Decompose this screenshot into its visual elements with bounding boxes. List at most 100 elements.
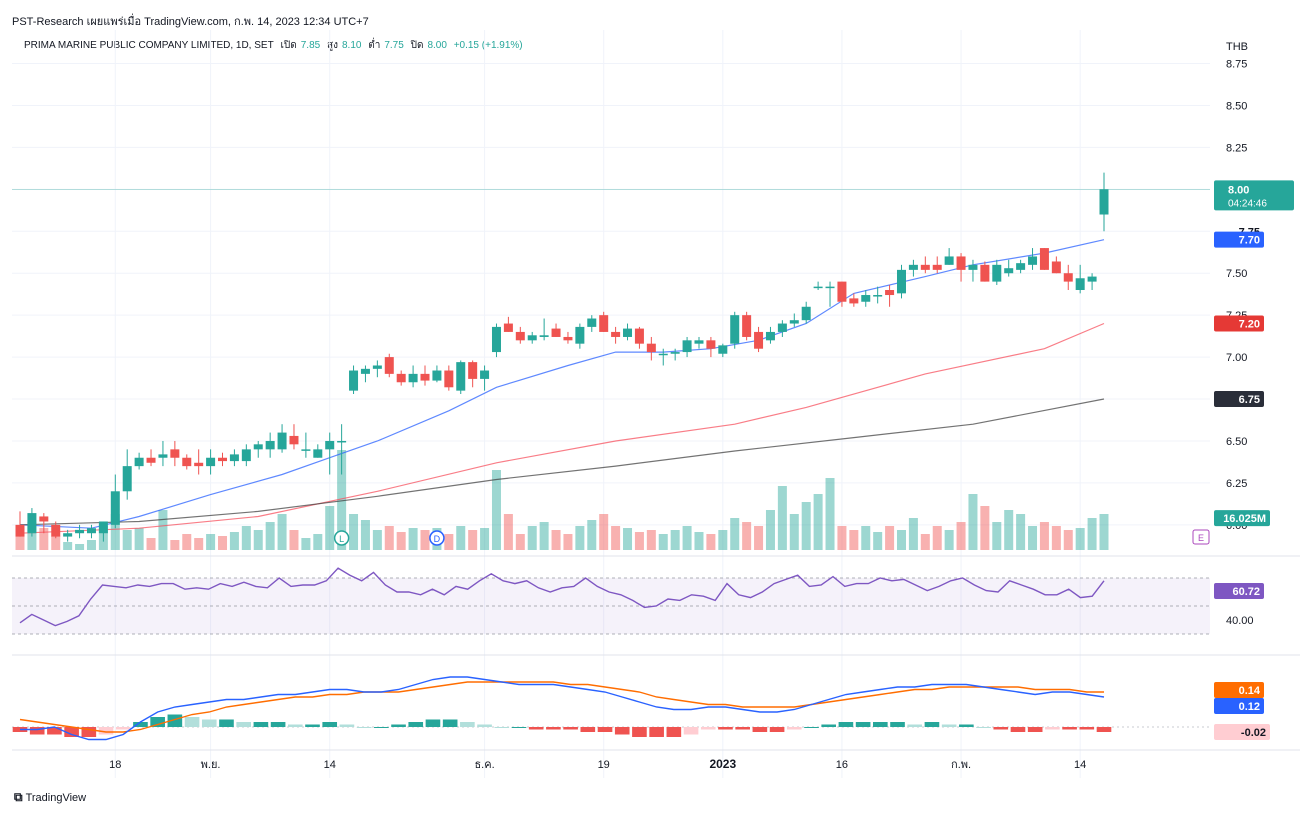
time-tick-label: 19 [598,759,610,771]
volume-bar [420,530,430,550]
candle-body [956,256,966,270]
macd-histogram-bar [993,727,1009,730]
candle [539,318,549,341]
candle [1099,172,1109,232]
volume-bar [241,526,251,550]
brand-footer[interactable]: ⧉ TradingView [14,790,86,805]
candle [75,524,85,539]
candle-body [337,440,347,443]
macd-histogram-bar [408,722,424,727]
macd-histogram-bar [1027,727,1043,732]
macd-histogram-bar [460,722,475,727]
candle [229,449,239,467]
macd-badge-text: 0.12 [1239,701,1260,713]
ma-red-badge-bg [1214,315,1264,332]
volume-bar [944,530,954,550]
time-tick-label: ก.พ. [951,759,971,771]
volume-bar [1087,518,1097,550]
ma-black-badge-bg [1214,391,1264,408]
macd-histogram-badge-bg [1214,724,1270,740]
candle-body [1087,276,1097,282]
close-label: ปิด [410,40,424,51]
macd-histogram-bar [98,727,114,735]
volume-bar [1016,514,1026,550]
candle-body [75,529,85,534]
macd-histogram-bar [81,727,97,737]
candle [384,353,394,378]
high-label: สูง [326,40,338,51]
candle [1087,273,1097,290]
candle [15,511,25,537]
candle-body [813,286,823,289]
volume-bar [599,514,609,550]
candle-body [932,264,942,270]
candle-body [539,335,549,337]
candle-body [218,457,228,462]
macd-histogram-bar [924,722,940,727]
volume-bar [134,528,144,550]
volume-bar [182,534,192,550]
open-label: เปิด [280,40,297,51]
macd-histogram-bar [253,722,269,727]
candle-body [86,528,96,534]
volume-bar [15,534,25,550]
volume-bar [849,530,859,550]
ma-red-badge: 7.20 [1214,315,1264,332]
volume-bar [63,542,73,550]
candle-body [63,533,73,537]
event-marker-label: D [434,534,441,544]
time-tick-label: 16 [836,759,848,771]
volume-bar [75,544,85,550]
macd-histogram-bar [1096,727,1112,732]
candle-body [765,331,775,341]
candle [349,365,359,394]
candle-body [980,264,990,282]
high-value: 8.10 [341,40,362,51]
candle [682,336,692,358]
volume-bar [301,538,311,550]
candle [718,343,728,358]
candle-body [825,286,835,289]
candle-body [1099,189,1109,215]
footer-event-marker-box [1192,529,1210,545]
candle-body [384,357,394,374]
candle-body [1028,256,1038,265]
candle [432,365,442,383]
volume-bar [623,528,633,550]
volume-bar [563,534,573,550]
candle-body [730,315,740,344]
symbol-legend: PRIMA MARINE PUBLIC COMPANY LIMITED, 1D,… [24,38,527,53]
volume-bar [325,506,335,550]
candle-body [1051,261,1061,274]
candle [765,326,775,344]
candle-body [1004,268,1014,274]
low-value: 7.75 [384,40,404,51]
candle [158,440,168,467]
macd-histogram-bar [546,727,561,730]
open-value: 7.85 [300,40,321,51]
candle-body [432,370,442,381]
candle-body [98,521,108,534]
currency-label: THB [1226,41,1248,53]
candle-body [837,281,847,302]
candle-body [563,336,573,341]
candle [754,326,764,353]
volume-bar [515,534,525,550]
candle [646,336,656,361]
candle-body [587,318,597,327]
ma-black-line [19,398,1105,526]
candle-body [241,449,251,462]
candle-body [360,368,370,374]
rsi-band [12,578,1210,634]
volume-bar [611,526,621,550]
candle [218,452,228,467]
time-tick-label: 14 [1074,759,1086,771]
volume-bar [742,522,752,550]
candle-body [670,352,680,354]
volume-bar [908,518,918,550]
volume-bar [337,450,347,550]
candle-body [325,440,335,450]
candle-body [39,516,49,522]
candle [849,293,859,307]
